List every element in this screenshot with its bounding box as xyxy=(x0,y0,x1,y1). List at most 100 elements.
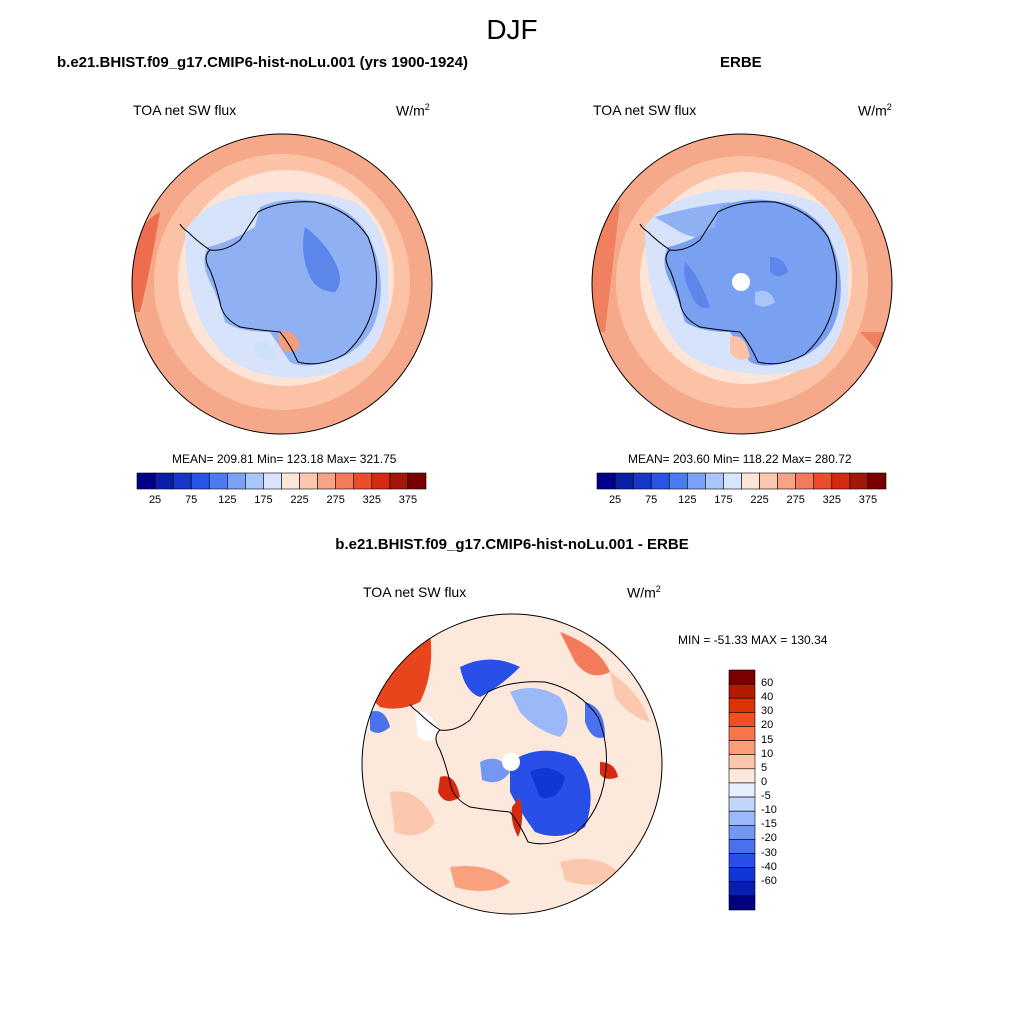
colorbar-tick-label: 175 xyxy=(714,494,733,506)
colorbar-tick-label: 125 xyxy=(218,494,237,506)
colorbar-box xyxy=(317,472,336,490)
colorbar-box xyxy=(614,472,634,490)
colorbar-box xyxy=(728,669,756,685)
panel1-stats: MEAN= 209.81 Min= 123.18 Max= 321.75 xyxy=(172,452,397,466)
colorbar-box xyxy=(227,472,246,490)
colorbar-box xyxy=(813,472,833,490)
panel1-colorbar xyxy=(136,472,427,490)
panel2-antarctica-flux xyxy=(664,199,841,366)
panel3-polar-gap xyxy=(502,753,520,771)
colorbar-tick-label: 20 xyxy=(761,719,774,732)
colorbar-tick-label: 225 xyxy=(750,494,769,506)
panel2-low-flux-region xyxy=(684,262,710,308)
colorbar-box xyxy=(728,895,756,911)
colorbar-box xyxy=(741,472,760,490)
colorbar-box xyxy=(728,726,756,741)
panel1-map-border xyxy=(131,133,433,435)
colorbar-box xyxy=(831,472,851,490)
panel2-title: ERBE xyxy=(720,54,762,71)
colorbar-box xyxy=(728,782,756,798)
colorbar-tick-label: 60 xyxy=(761,677,774,690)
panel1-warm-sector xyxy=(370,134,432,172)
colorbar-box xyxy=(208,472,228,490)
panel3-variable-label: TOA net SW flux xyxy=(363,584,467,600)
colorbar-tick-label: -60 xyxy=(761,874,777,887)
colorbar-tick-label: 40 xyxy=(761,691,774,704)
colorbar-tick-label: -20 xyxy=(761,832,777,845)
panel3-colorbar xyxy=(728,669,756,911)
colorbar-tick-label: 75 xyxy=(645,494,658,506)
colorbar-box xyxy=(596,472,616,490)
colorbar-tick-label: 125 xyxy=(678,494,697,506)
panel1-pale-patch xyxy=(255,341,275,360)
panel3-positive-anomaly xyxy=(362,632,432,709)
colorbar-tick-label: 375 xyxy=(398,494,418,506)
panel3-negative-anomaly xyxy=(370,711,390,733)
panel1-units: W/m2 xyxy=(396,102,430,119)
panel3-negative-anomaly xyxy=(460,659,520,697)
colorbar-tick-label: 25 xyxy=(608,494,622,506)
panel1-antarctica-flux xyxy=(204,199,381,366)
colorbar-tick-label: -30 xyxy=(761,846,777,859)
panel2-polar-map xyxy=(591,133,893,435)
colorbar-tick-label: 5 xyxy=(761,761,768,774)
colorbar-box xyxy=(371,472,391,490)
colorbar-tick-label: 25 xyxy=(148,494,162,506)
panel3-units: W/m2 xyxy=(627,584,661,601)
colorbar-box xyxy=(849,472,869,490)
panel3-minmax: MIN = -51.33 MAX = 130.34 xyxy=(678,633,828,647)
colorbar-box xyxy=(650,472,670,490)
colorbar-box xyxy=(407,472,427,490)
panel2-colorbar xyxy=(596,472,887,490)
colorbar-box xyxy=(389,472,409,490)
panel2-low-flux-region xyxy=(770,257,788,276)
colorbar-box xyxy=(172,472,192,490)
panel2-peninsula xyxy=(639,223,671,251)
panel2-stats: MEAN= 203.60 Min= 118.22 Max= 280.72 xyxy=(628,452,852,466)
panel1-peninsula xyxy=(179,223,211,251)
colorbar-box xyxy=(281,472,300,490)
colorbar-tick-label: 15 xyxy=(761,733,774,746)
panel2-units: W/m2 xyxy=(858,102,892,119)
colorbar-box xyxy=(136,472,156,490)
colorbar-box xyxy=(632,472,652,490)
colorbar-box xyxy=(299,472,318,490)
colorbar-tick-label: 75 xyxy=(185,494,198,506)
colorbar-tick-label: 175 xyxy=(254,494,273,506)
panel1-low-flux-region xyxy=(303,227,340,292)
panel2-warm-patch xyxy=(730,336,750,360)
panel3-positive-anomaly xyxy=(560,632,610,676)
colorbar-box xyxy=(728,867,756,883)
panel2-pale-patch xyxy=(755,290,775,307)
panel3-positive-anomaly xyxy=(600,762,618,779)
colorbar-box xyxy=(190,472,210,490)
panel3-positive-anomaly xyxy=(450,866,510,891)
colorbar-tick-label: -15 xyxy=(761,818,777,831)
colorbar-box xyxy=(728,740,756,756)
colorbar-box xyxy=(728,839,756,854)
panel1-title: b.e21.BHIST.f09_g17.CMIP6-hist-noLu.001 … xyxy=(57,54,468,71)
colorbar-box xyxy=(777,472,796,490)
colorbar-box xyxy=(867,472,887,490)
panel2-variable-label: TOA net SW flux xyxy=(593,102,697,118)
colorbar-box xyxy=(687,472,706,490)
colorbar-tick-label: -40 xyxy=(761,860,777,873)
panel2-polar-gap xyxy=(732,273,750,291)
colorbar-box xyxy=(795,472,815,490)
panel3-negative-anomaly xyxy=(510,688,568,737)
figure-title: DJF xyxy=(486,14,538,45)
panel3-title: b.e21.BHIST.f09_g17.CMIP6-hist-noLu.001 … xyxy=(335,536,689,553)
colorbar-box xyxy=(668,472,688,490)
panel1-variable-label: TOA net SW flux xyxy=(133,102,237,118)
colorbar-box xyxy=(728,697,756,713)
colorbar-tick-label: 30 xyxy=(761,705,774,718)
colorbar-tick-label: 275 xyxy=(786,494,805,506)
panel2-map-border xyxy=(591,133,893,435)
colorbar-tick-label: -10 xyxy=(761,804,777,817)
panel3-negative-anomaly xyxy=(530,768,565,798)
panel3-map-border xyxy=(361,613,663,915)
colorbar-box xyxy=(728,810,756,826)
colorbar-tick-label: -5 xyxy=(761,790,771,803)
panel3-polar-map xyxy=(361,613,663,915)
panel3-positive-anomaly xyxy=(610,672,650,722)
